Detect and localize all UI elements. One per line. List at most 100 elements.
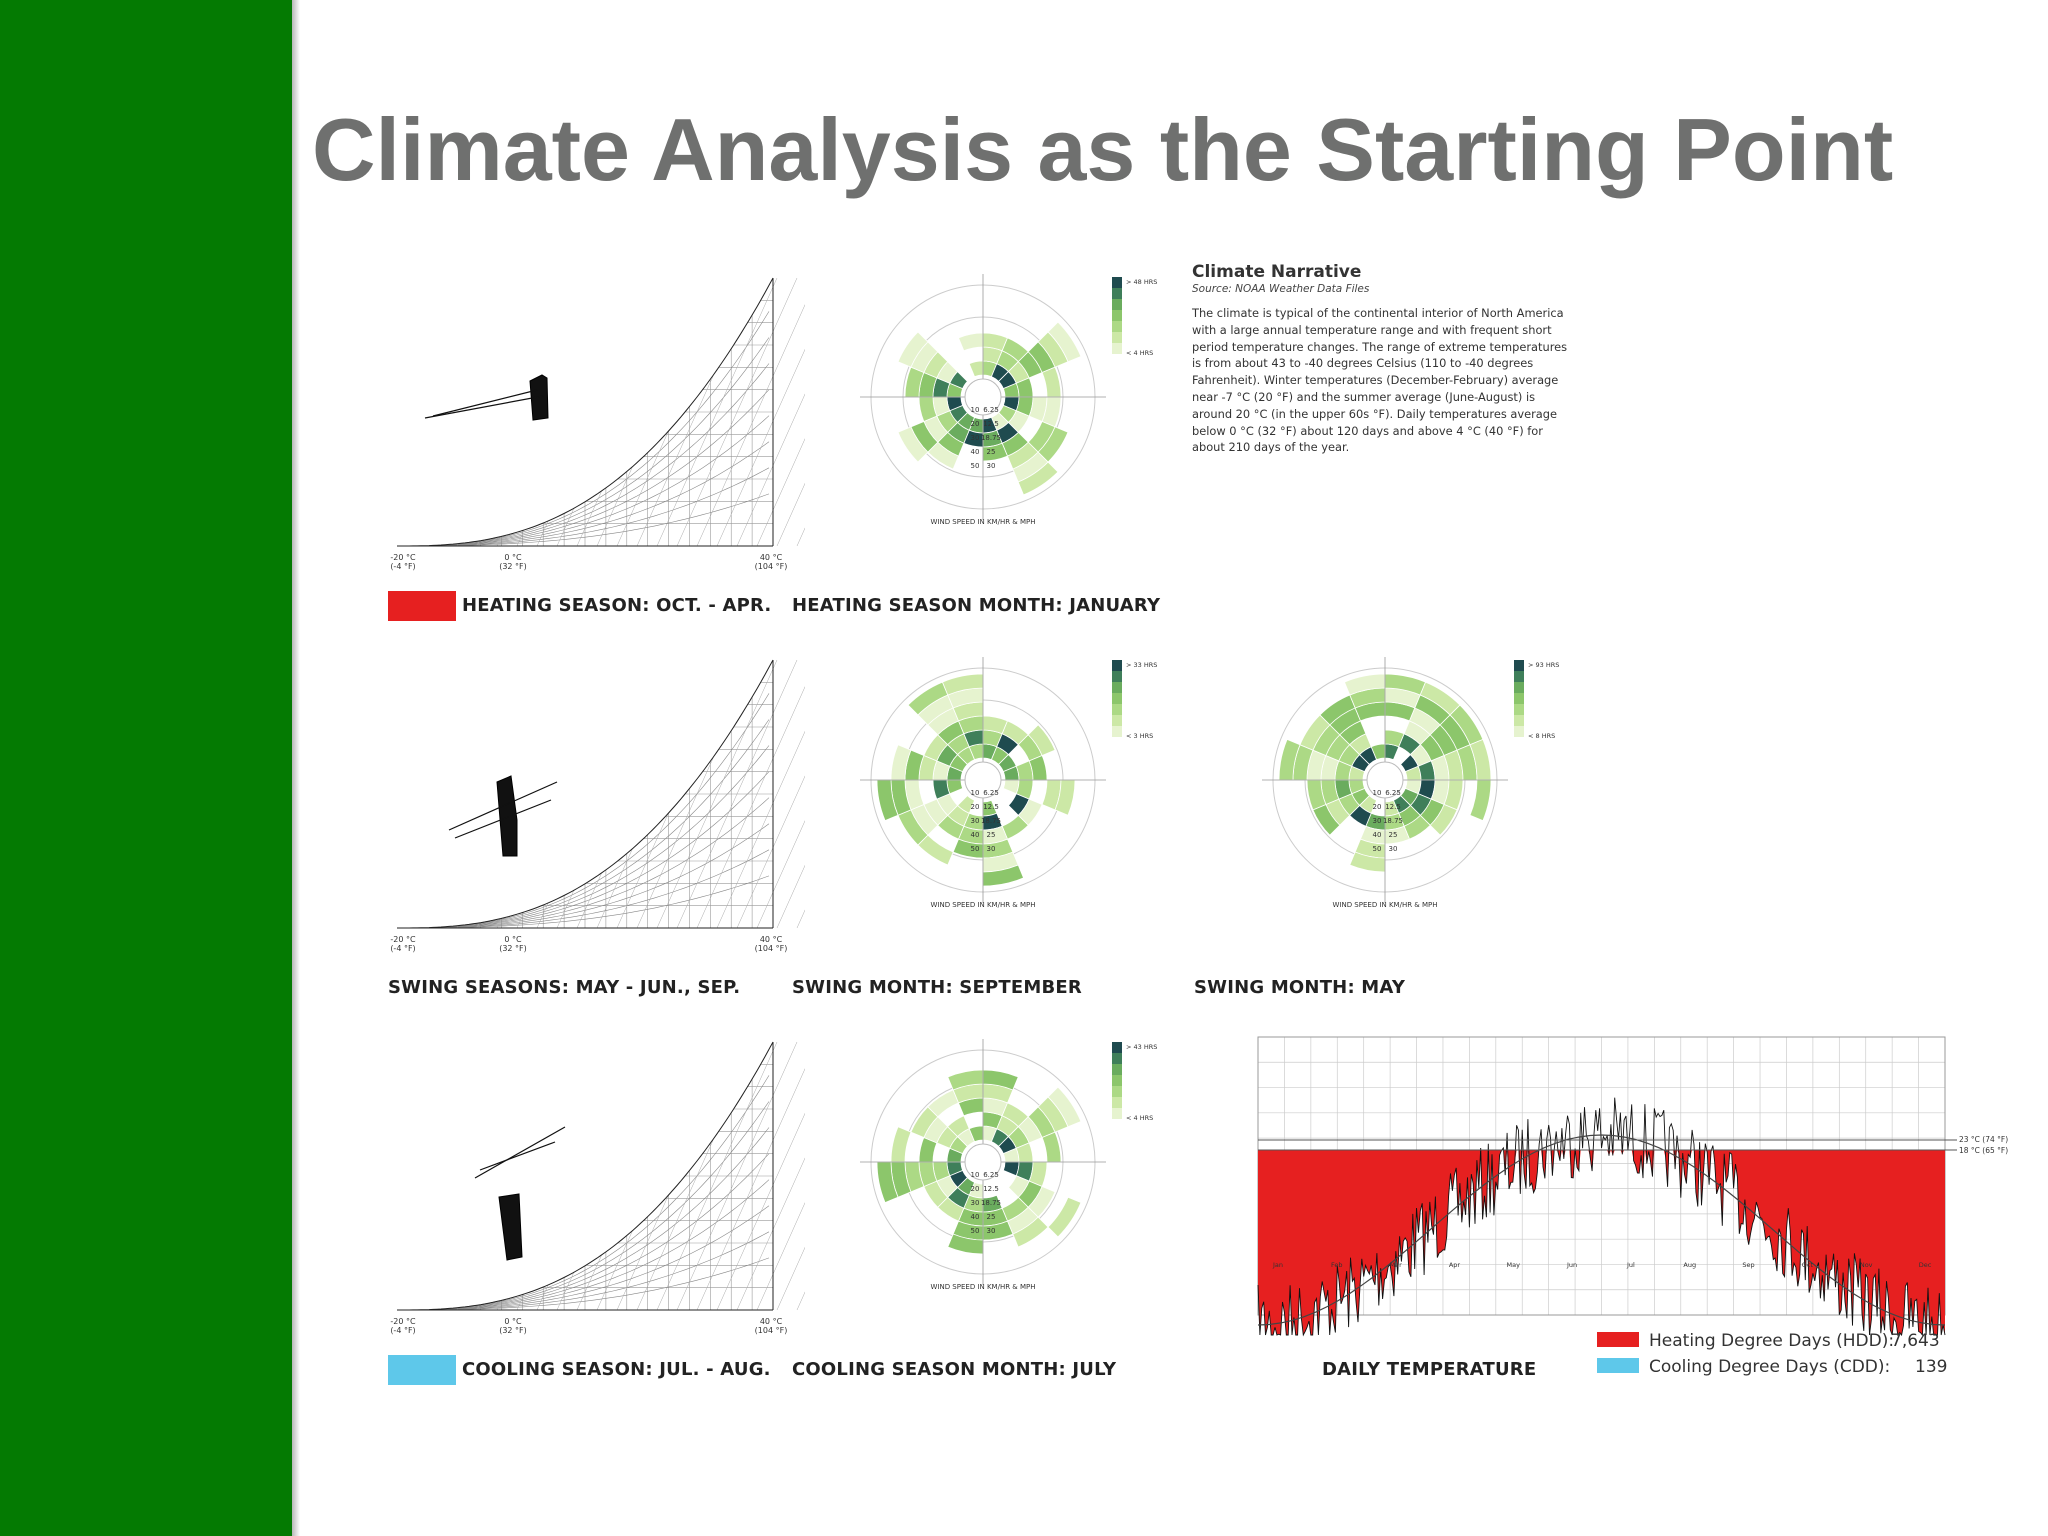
rose-speed-label: 18.75 <box>981 1199 1001 1207</box>
rose-caption: WIND SPEED IN KM/HR & MPH <box>930 1283 1035 1291</box>
rose-scale-cell <box>1112 693 1122 704</box>
rose-scale-max: > 93 HRS <box>1528 661 1559 669</box>
rose-speed-label: 12.5 <box>983 420 999 428</box>
slide-title: Climate Analysis as the Starting Point <box>312 100 1894 199</box>
wind-rose-july-label: COOLING SEASON MONTH: JULY <box>792 1359 1117 1380</box>
psy-mask <box>385 1032 773 1310</box>
cdd-label: Cooling Degree Days (CDD): <box>1649 1357 1891 1377</box>
psy-tick-label: 0 °C <box>504 553 522 562</box>
rose-speed-label: 12.5 <box>983 803 999 811</box>
psy-tick-label: -20 °C <box>390 935 416 944</box>
rose-sector <box>1047 321 1082 363</box>
rose-speed-label: 6.25 <box>983 1171 999 1179</box>
rose-sectors <box>897 321 1082 496</box>
narrative-body: The climate is typical of the continenta… <box>1192 306 1568 455</box>
rose-scale-cell <box>1112 682 1122 693</box>
psy-enthalpy-line <box>656 1041 778 1311</box>
month-label: Oct <box>1802 1261 1814 1269</box>
legend-hdd: Heating Degree Days (HDD): 7,643 <box>1597 1331 1940 1351</box>
rose-scale-cell <box>1112 1075 1122 1086</box>
wind-rose-may-label: SWING MONTH: MAY <box>1194 977 1406 998</box>
rose-scale-cell <box>1514 726 1524 737</box>
psy-trend-line <box>448 781 558 831</box>
psy-mask <box>385 650 773 928</box>
hdd-value: 7,643 <box>1891 1331 1940 1351</box>
psy-trend-line <box>454 799 552 839</box>
psy-enthalpy-line <box>676 277 798 547</box>
rose-speed-label: 50 <box>971 1227 980 1235</box>
rose-sector <box>1012 1216 1049 1248</box>
rose-speed-label: 10 <box>971 406 980 414</box>
rose-scale-cell <box>1112 1042 1122 1053</box>
psy-saturation-curve <box>397 277 774 547</box>
rose-speed-label: 30 <box>971 1199 980 1207</box>
rose-scale-cell <box>1112 1097 1122 1108</box>
month-label: Sep <box>1742 1261 1754 1269</box>
rose-speed-label: 20 <box>971 420 980 428</box>
month-label: Aug <box>1683 1261 1696 1269</box>
rose-speed-label: 10 <box>1373 789 1382 797</box>
rose-speed-label: 6.25 <box>983 789 999 797</box>
psy-enthalpy-line <box>756 438 805 547</box>
rose-scale-max: > 48 HRS <box>1126 278 1157 286</box>
psy-trend-line <box>424 395 544 419</box>
rose-sector <box>1349 851 1386 873</box>
rose-scale-cell <box>1514 660 1524 671</box>
rose-sector <box>897 426 929 463</box>
rose-scale-cell <box>1112 321 1122 332</box>
cdd-swatch <box>1597 1358 1639 1373</box>
rose-speed-label: 12.5 <box>1385 803 1401 811</box>
rose-sector <box>897 331 929 368</box>
rose-speed-label: 20 <box>971 1185 980 1193</box>
psy-saturation-curve <box>397 659 774 929</box>
rose-scale-cell <box>1112 1108 1122 1119</box>
rose-speed-label: 30 <box>987 1227 996 1235</box>
rose-speed-label: 10 <box>971 789 980 797</box>
rose-sector <box>1047 1086 1082 1128</box>
rose-sector <box>968 360 984 378</box>
month-label: Jun <box>1566 1261 1577 1269</box>
rose-scale-bar <box>1112 660 1122 737</box>
psy-data-zone <box>498 1193 523 1261</box>
rose-speed-label: 18.75 <box>981 817 1001 825</box>
psy-enthalpy-line <box>676 1041 798 1311</box>
rose-sector <box>890 744 912 781</box>
psy-mask <box>385 268 773 546</box>
psy-data-zone <box>529 374 549 421</box>
psy-enthalpy-line <box>716 730 805 929</box>
wind-rose-september-label: SWING MONTH: SEPTEMBER <box>792 977 1082 998</box>
psy-saturation-curve <box>397 1041 774 1311</box>
rose-speed-label: 6.25 <box>1385 789 1401 797</box>
psy-enthalpy-line <box>796 1291 805 1311</box>
rose-scale-cell <box>1112 1064 1122 1075</box>
narrative-title: Climate Narrative <box>1192 262 1362 282</box>
hdd-swatch <box>1597 1332 1639 1347</box>
rose-sectors <box>876 1069 1082 1255</box>
rose-speed-label: 30 <box>971 817 980 825</box>
rose-sector <box>1278 738 1301 781</box>
rose-speed-label: 50 <box>971 845 980 853</box>
cdd-value: 139 <box>1915 1357 1948 1377</box>
rose-sector <box>890 1126 912 1163</box>
accent-bar-shadow <box>292 0 300 1536</box>
rose-center <box>964 761 1002 799</box>
rose-speed-label: 40 <box>1373 831 1382 839</box>
left-accent-bar <box>0 0 292 1536</box>
psy-tick-label: (104 °F) <box>755 562 788 571</box>
psychrometric-chart-heating: -20 °C(-4 °F) 0 °C(32 °F) 40 °C(104 °F) <box>385 268 805 571</box>
rose-scale-min: < 8 HRS <box>1528 732 1555 740</box>
rose-speed-label: 30 <box>987 845 996 853</box>
psy-trend-line <box>432 389 538 417</box>
month-label: Jan <box>1272 1261 1283 1269</box>
rose-sectors <box>876 673 1076 887</box>
psy-tick-label: 0 °C <box>504 935 522 944</box>
psy-enthalpy-line <box>696 304 805 547</box>
daily-temperature-label: DAILY TEMPERATURE <box>1322 1359 1537 1380</box>
rose-speed-label: 50 <box>971 462 980 470</box>
psy-enthalpy-line <box>736 1157 805 1311</box>
rose-scale-cell <box>1112 332 1122 343</box>
